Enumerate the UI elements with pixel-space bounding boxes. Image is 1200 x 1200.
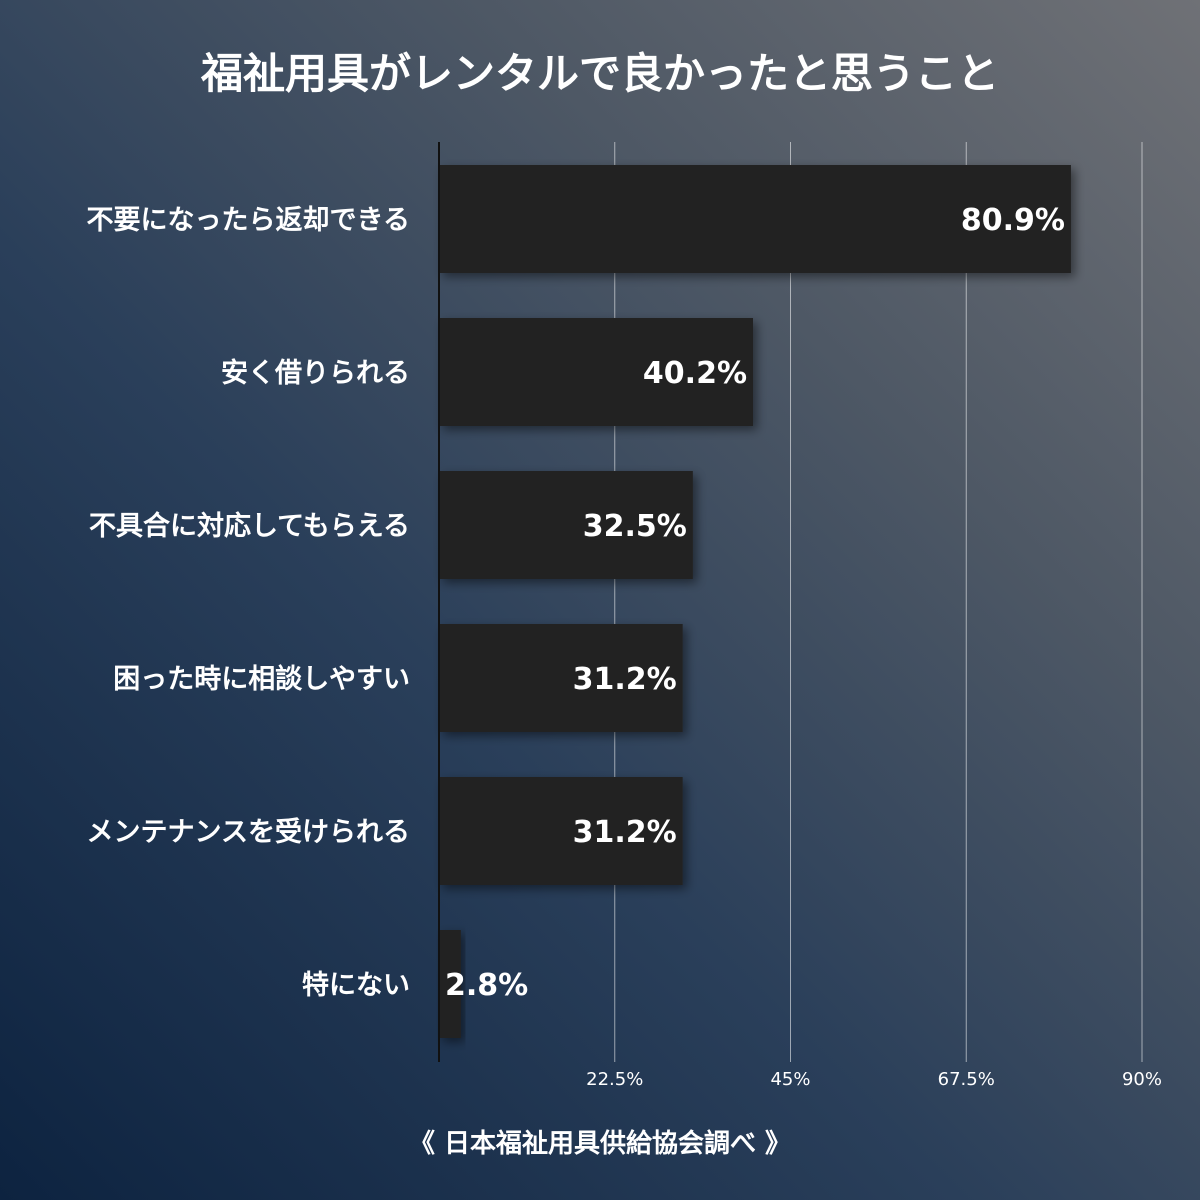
x-tick-label: 90%: [1122, 1069, 1162, 1090]
bar: [439, 777, 683, 885]
source-note: 《 日本福祉用具供給協会調べ 》: [409, 1128, 791, 1159]
grid-lines: [614, 142, 1143, 1062]
category-label: 不要になったら返却できる: [87, 205, 410, 236]
x-tick-label: 22.5%: [586, 1069, 643, 1090]
value-label: 80.9%: [961, 203, 1065, 238]
category-label: 安く借りられる: [221, 358, 410, 389]
category-labels: 不要になったら返却できる安く借りられる不具合に対応してもらえる困った時に相談しや…: [87, 205, 410, 1001]
value-label: 32.5%: [583, 509, 687, 544]
x-tick-labels: 22.5% 45% 67.5% 90%: [586, 1069, 1162, 1090]
x-tick-label: 45%: [770, 1069, 810, 1090]
bar: [439, 930, 461, 1038]
value-labels: 80.9% 40.2% 32.5% 31.2% 31.2% 2.8%: [445, 203, 1065, 1003]
category-label: メンテナンスを受けられる: [87, 816, 410, 848]
x-tick-label: 67.5%: [938, 1069, 995, 1090]
bar: [439, 471, 693, 579]
value-label: 40.2%: [643, 356, 747, 391]
category-label: 困った時に相談しやすい: [113, 663, 410, 695]
bar: [439, 624, 683, 732]
value-label: 31.2%: [573, 662, 677, 697]
value-label: 2.8%: [445, 968, 528, 1003]
bar: [439, 318, 754, 426]
bars: [439, 165, 1071, 1038]
value-label: 31.2%: [573, 815, 677, 850]
bar: [439, 165, 1071, 273]
chart-title: 福祉用具がレンタルで良かったと思うこと: [200, 49, 999, 98]
category-label: 不具合に対応してもらえる: [89, 510, 410, 542]
category-label: 特にない: [302, 970, 410, 1001]
